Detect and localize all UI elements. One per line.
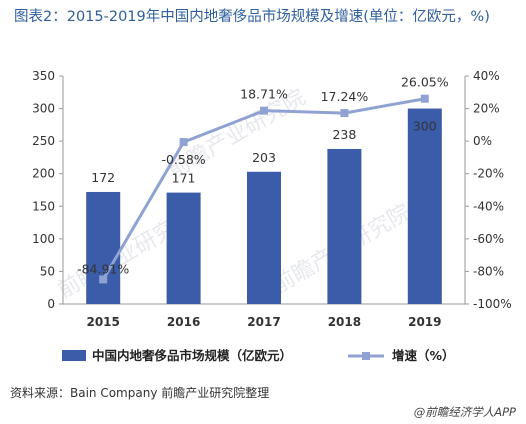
growth-value-label: 18.71% — [240, 87, 288, 102]
x-tick-label: 2017 — [247, 315, 280, 329]
growth-value-label: 26.05% — [401, 75, 449, 90]
bar-value-label: 171 — [172, 171, 196, 186]
legend-bar-label: 中国内地奢侈品市场规模（亿欧元） — [92, 348, 292, 363]
growth-value-label: -84.91% — [77, 261, 129, 276]
x-tick-label: 2015 — [86, 315, 119, 329]
x-tick-label: 2019 — [408, 315, 441, 329]
y-left-tick-label: 50 — [40, 264, 55, 278]
bar-value-label: 203 — [252, 150, 276, 165]
bar-2017 — [247, 171, 281, 304]
y-left-tick-label: 150 — [32, 199, 55, 213]
growth-point-2017 — [260, 106, 268, 115]
bar-value-label: 300 — [413, 119, 437, 134]
y-right-tick-label: -100% — [473, 297, 512, 311]
bar-2016 — [166, 192, 201, 304]
legend-line-label: 增速（%） — [392, 348, 455, 363]
source-note: 资料来源：Bain Company 前瞻产业研究院整理 — [10, 386, 270, 400]
credit-text: @前瞻经济学人APP — [413, 405, 516, 419]
growth-point-2019 — [420, 94, 429, 103]
y-left-tick-label: 300 — [32, 102, 55, 116]
growth-value-label: 17.24% — [321, 89, 369, 104]
growth-point-2015 — [99, 275, 108, 284]
chart-title: 图表2：2015-2019年中国内地奢侈品市场规模及增速(单位：亿欧元，%) — [14, 9, 490, 25]
y-right-tick-label: -20% — [473, 167, 504, 181]
bar-2019 — [407, 108, 442, 304]
y-left-tick-label: 100 — [32, 232, 55, 246]
y-right-tick-label: 40% — [473, 69, 500, 83]
bar-value-label: 172 — [91, 170, 115, 185]
y-right-tick-label: -40% — [473, 199, 504, 213]
legend-bar-swatch — [62, 350, 86, 361]
y-right-tick-label: 20% — [473, 102, 500, 116]
y-left-tick-label: 250 — [32, 134, 55, 148]
y-left-tick-label: 200 — [32, 167, 55, 181]
growth-point-2016 — [179, 138, 188, 147]
growth-value-label: -0.58% — [161, 152, 205, 167]
x-tick-label: 2018 — [328, 315, 361, 329]
y-left-tick-label: 350 — [32, 69, 55, 83]
bar-2018 — [327, 148, 362, 304]
bar-2015 — [86, 191, 121, 304]
x-tick-label: 2016 — [167, 315, 200, 329]
y-right-tick-label: -60% — [473, 232, 504, 246]
y-right-tick-label: -80% — [473, 264, 504, 278]
y-left-tick-label: 0 — [47, 297, 55, 311]
legend-line-marker — [362, 352, 370, 360]
y-right-tick-label: 0% — [473, 134, 492, 148]
bar-value-label: 238 — [332, 127, 356, 142]
growth-point-2018 — [340, 109, 349, 118]
credit-note: @前瞻经济学人APP — [414, 404, 516, 420]
